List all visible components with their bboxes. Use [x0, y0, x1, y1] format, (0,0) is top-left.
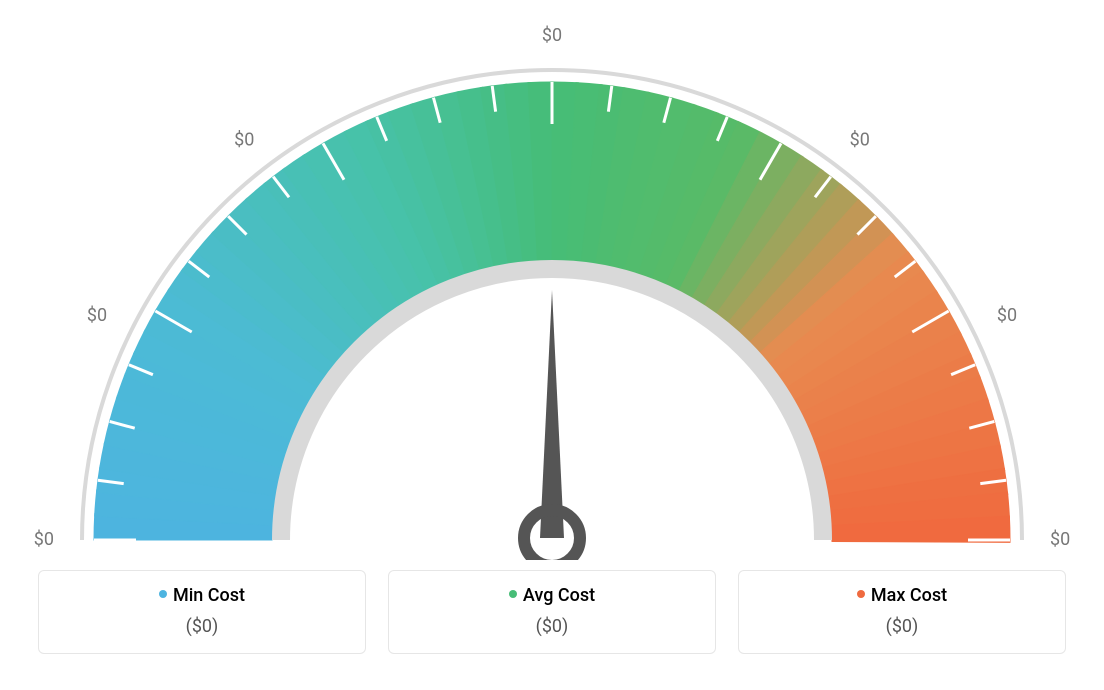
svg-text:$0: $0 [87, 305, 107, 326]
gauge-chart: $0 $0 $0 $0 $0 $0 $0 [0, 0, 1104, 560]
legend-label-avg: Avg Cost [523, 585, 595, 606]
gauge-svg: $0 $0 $0 $0 $0 $0 $0 [0, 0, 1104, 560]
legend-row: Min Cost ($0) Avg Cost ($0) Max Cost ($0… [0, 560, 1104, 654]
legend-card-max: Max Cost ($0) [738, 570, 1066, 654]
legend-value-min: ($0) [49, 616, 355, 637]
legend-card-min: Min Cost ($0) [38, 570, 366, 654]
legend-title-max: Max Cost [749, 585, 1055, 606]
svg-text:$0: $0 [1050, 529, 1070, 550]
legend-dot-icon [159, 590, 167, 598]
legend-label-max: Max Cost [871, 585, 947, 606]
legend-label-min: Min Cost [173, 585, 245, 606]
legend-dot-icon [857, 590, 865, 598]
svg-text:$0: $0 [850, 129, 870, 150]
svg-text:$0: $0 [542, 25, 562, 46]
legend-dot-icon [509, 590, 517, 598]
legend-title-avg: Avg Cost [399, 585, 705, 606]
legend-card-avg: Avg Cost ($0) [388, 570, 716, 654]
legend-title-min: Min Cost [49, 585, 355, 606]
svg-text:$0: $0 [234, 129, 254, 150]
legend-value-avg: ($0) [399, 616, 705, 637]
svg-text:$0: $0 [34, 529, 54, 550]
legend-value-max: ($0) [749, 616, 1055, 637]
svg-text:$0: $0 [997, 305, 1017, 326]
